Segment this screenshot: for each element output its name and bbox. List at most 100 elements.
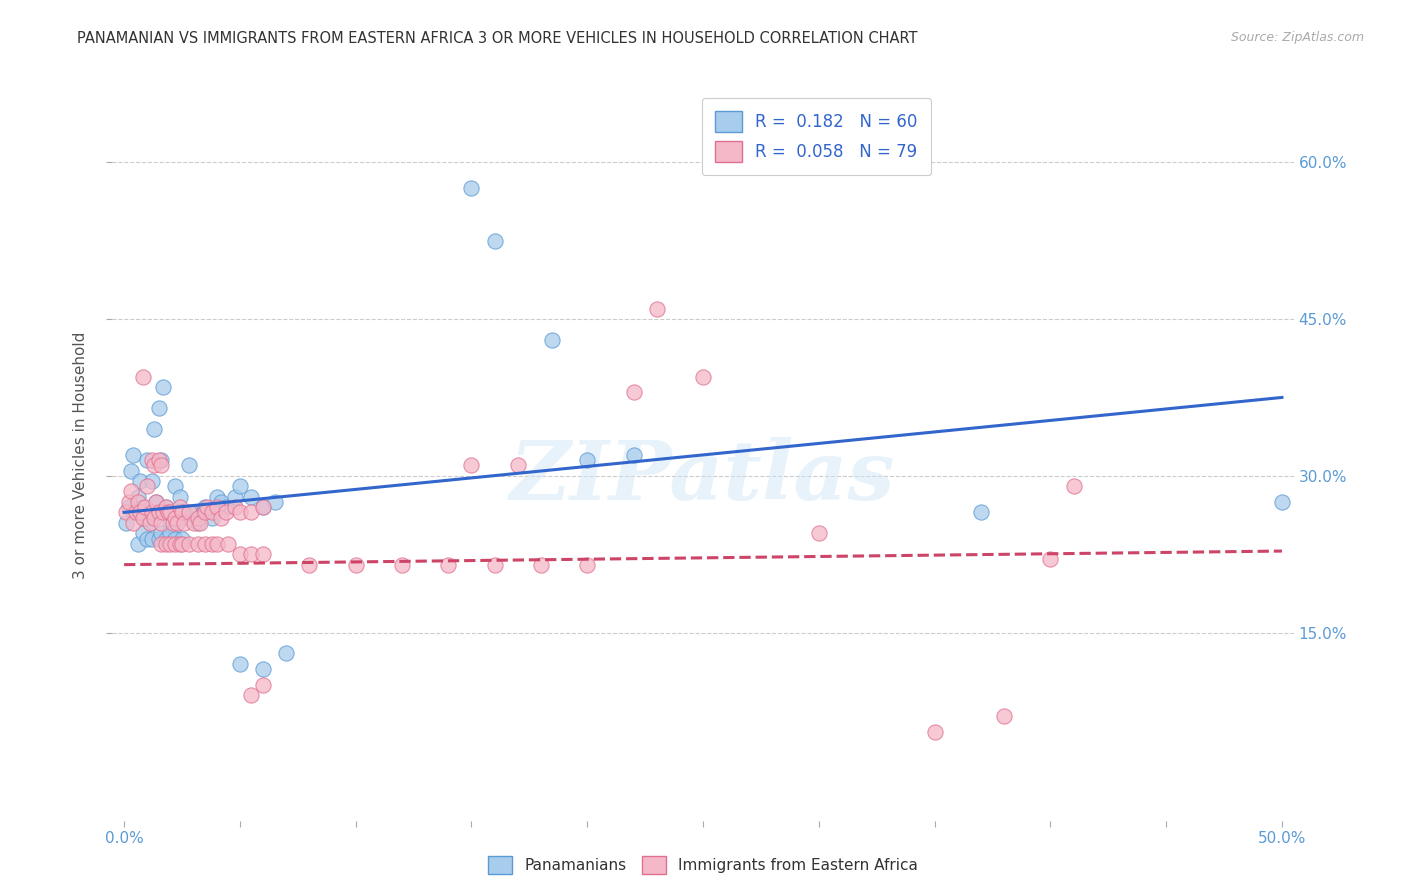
- Point: [173, 505, 195, 519]
- Point: [252, 500, 274, 515]
- Point: [484, 558, 506, 572]
- Point: [163, 510, 186, 524]
- Point: [217, 537, 239, 551]
- Point: [224, 490, 246, 504]
- Point: [541, 333, 564, 347]
- Point: [170, 510, 193, 524]
- Point: [170, 537, 193, 551]
- Point: [150, 526, 173, 541]
- Point: [166, 505, 188, 519]
- Point: [177, 458, 200, 473]
- Point: [163, 537, 186, 551]
- Point: [1063, 479, 1085, 493]
- Point: [460, 181, 482, 195]
- Point: [391, 558, 413, 572]
- Point: [150, 453, 173, 467]
- Point: [240, 505, 263, 519]
- Point: [118, 495, 141, 509]
- Point: [155, 500, 177, 515]
- Point: [224, 500, 246, 515]
- Point: [138, 516, 160, 530]
- Point: [194, 500, 217, 515]
- Point: [993, 709, 1015, 723]
- Point: [215, 505, 238, 519]
- Point: [136, 479, 159, 493]
- Point: [576, 558, 599, 572]
- Point: [460, 458, 482, 473]
- Point: [145, 495, 167, 509]
- Point: [148, 401, 170, 415]
- Point: [141, 453, 163, 467]
- Point: [150, 516, 173, 530]
- Point: [169, 500, 191, 515]
- Point: [124, 505, 146, 519]
- Point: [173, 516, 195, 530]
- Point: [141, 505, 163, 519]
- Point: [141, 474, 163, 488]
- Point: [150, 458, 173, 473]
- Point: [134, 510, 156, 524]
- Point: [115, 505, 138, 519]
- Point: [692, 369, 714, 384]
- Point: [197, 500, 219, 515]
- Point: [229, 547, 252, 561]
- Point: [129, 474, 152, 488]
- Point: [120, 484, 142, 499]
- Point: [229, 505, 252, 519]
- Point: [205, 537, 228, 551]
- Point: [187, 537, 209, 551]
- Legend: R =  0.182   N = 60, R =  0.058   N = 79: R = 0.182 N = 60, R = 0.058 N = 79: [702, 97, 931, 176]
- Point: [215, 500, 238, 515]
- Point: [191, 505, 214, 519]
- Point: [124, 505, 146, 519]
- Point: [155, 532, 177, 546]
- Point: [484, 234, 506, 248]
- Point: [143, 422, 166, 436]
- Point: [169, 537, 191, 551]
- Point: [252, 678, 274, 692]
- Point: [240, 547, 263, 561]
- Point: [157, 505, 180, 519]
- Point: [145, 495, 167, 509]
- Point: [924, 724, 946, 739]
- Point: [1039, 552, 1062, 566]
- Point: [263, 495, 285, 509]
- Point: [623, 385, 645, 400]
- Point: [150, 537, 173, 551]
- Point: [201, 510, 224, 524]
- Point: [138, 516, 160, 530]
- Point: [194, 505, 217, 519]
- Point: [276, 647, 298, 661]
- Point: [159, 537, 181, 551]
- Point: [169, 490, 191, 504]
- Point: [201, 537, 224, 551]
- Point: [131, 510, 153, 524]
- Point: [530, 558, 553, 572]
- Point: [115, 516, 138, 530]
- Point: [131, 369, 153, 384]
- Point: [1271, 495, 1294, 509]
- Point: [120, 464, 142, 478]
- Point: [229, 657, 252, 671]
- Point: [240, 490, 263, 504]
- Point: [136, 453, 159, 467]
- Point: [162, 526, 184, 541]
- Point: [143, 458, 166, 473]
- Text: ZIPatlas: ZIPatlas: [510, 437, 896, 516]
- Point: [252, 547, 274, 561]
- Point: [141, 532, 163, 546]
- Text: PANAMANIAN VS IMMIGRANTS FROM EASTERN AFRICA 3 OR MORE VEHICLES IN HOUSEHOLD COR: PANAMANIAN VS IMMIGRANTS FROM EASTERN AF…: [77, 31, 918, 46]
- Point: [131, 500, 153, 515]
- Point: [122, 448, 145, 462]
- Point: [134, 500, 156, 515]
- Point: [177, 505, 200, 519]
- Point: [201, 505, 224, 519]
- Point: [240, 688, 263, 702]
- Point: [152, 380, 174, 394]
- Point: [155, 537, 177, 551]
- Point: [205, 490, 228, 504]
- Point: [623, 448, 645, 462]
- Point: [143, 510, 166, 524]
- Point: [127, 537, 149, 551]
- Point: [129, 505, 152, 519]
